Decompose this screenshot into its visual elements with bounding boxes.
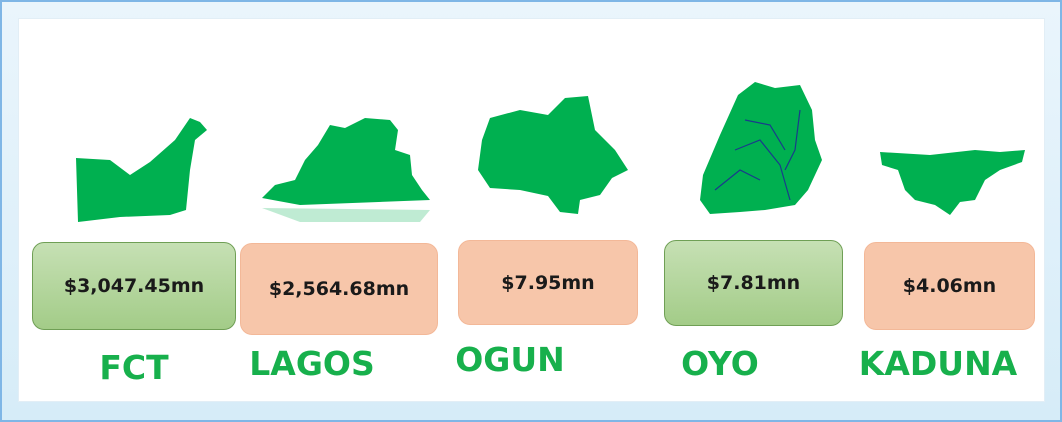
amount-box: $4.06mn [864, 242, 1035, 330]
oyo-rivers [714, 109, 801, 201]
amount-box: $7.81mn [664, 240, 843, 326]
amount-box: $3,047.45mn [32, 242, 236, 330]
state-name: OYO [681, 344, 759, 383]
amount-box: $2,564.68mn [240, 243, 438, 335]
panel [18, 18, 1045, 402]
lagos-reflection [262, 208, 430, 222]
oyo-shape [700, 82, 822, 214]
state-name: LAGOS [249, 344, 375, 383]
amount-box: $7.95mn [458, 240, 638, 325]
state-name: FCT [99, 348, 169, 387]
state-name: OGUN [455, 340, 565, 379]
ogun-shape [478, 96, 628, 214]
state-name: KADUNA [858, 344, 1018, 383]
lagos-shape [262, 118, 430, 205]
kaduna-shape [880, 150, 1025, 215]
fct-shape [76, 118, 207, 222]
